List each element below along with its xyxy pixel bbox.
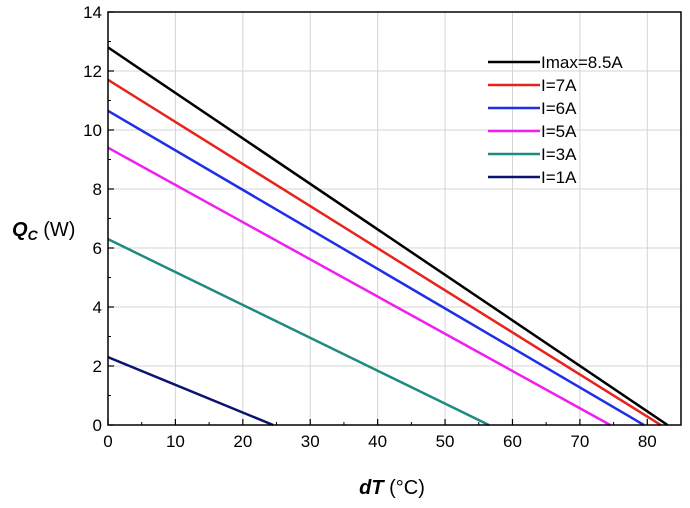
x-tick-label: 0 [103,432,112,451]
series-line [107,355,274,427]
y-tick-label: 12 [83,62,102,81]
x-tick-label: 20 [233,432,252,451]
y-tick-label: 8 [93,180,102,199]
x-tick-label: 40 [368,432,387,451]
y-tick-label: 14 [83,3,102,22]
plot-frame [107,11,682,426]
series-line [107,46,669,427]
series-line [107,238,490,427]
x-tick-label: 50 [436,432,455,451]
series-lines [107,46,669,427]
y-tick-label: 10 [83,121,102,140]
y-axis-unit: (W) [38,219,76,241]
x-tick-label: 10 [166,432,185,451]
legend-label: I=7A [541,76,577,95]
legend-label: I=1A [541,168,577,187]
x-tick-label: 70 [570,432,589,451]
legend: Imax=8.5A I=7A I=6A I=5A I=3A I=1A [488,53,623,187]
legend-label: Imax=8.5A [541,53,623,72]
y-tick-label: 4 [93,298,102,317]
y-axis-subscript: C [28,227,39,243]
legend-label: I=6A [541,99,577,118]
y-tick-label: 2 [93,357,102,376]
x-axis-symbol: dT [359,477,385,499]
axis-ticks [107,11,648,426]
y-axis-symbol: Q [12,219,28,241]
x-axis-title: dT (°C) [359,477,425,499]
y-axis-title: QC (W) [12,219,75,243]
y-tick-labels: 0 2 4 6 8 10 12 14 [83,3,102,435]
legend-label: I=5A [541,122,577,141]
legend-label: I=3A [541,145,577,164]
x-tick-label: 60 [503,432,522,451]
series-line [107,109,645,427]
x-axis-unit: (°C) [384,477,425,499]
x-tick-label: 80 [638,432,657,451]
y-tick-label: 6 [93,239,102,258]
x-tick-labels: 0 10 20 30 40 50 60 70 80 [103,432,656,451]
grid [108,12,681,425]
series-line [107,146,611,427]
x-tick-label: 30 [301,432,320,451]
series-line [107,78,662,427]
y-tick-label: 0 [93,416,102,435]
